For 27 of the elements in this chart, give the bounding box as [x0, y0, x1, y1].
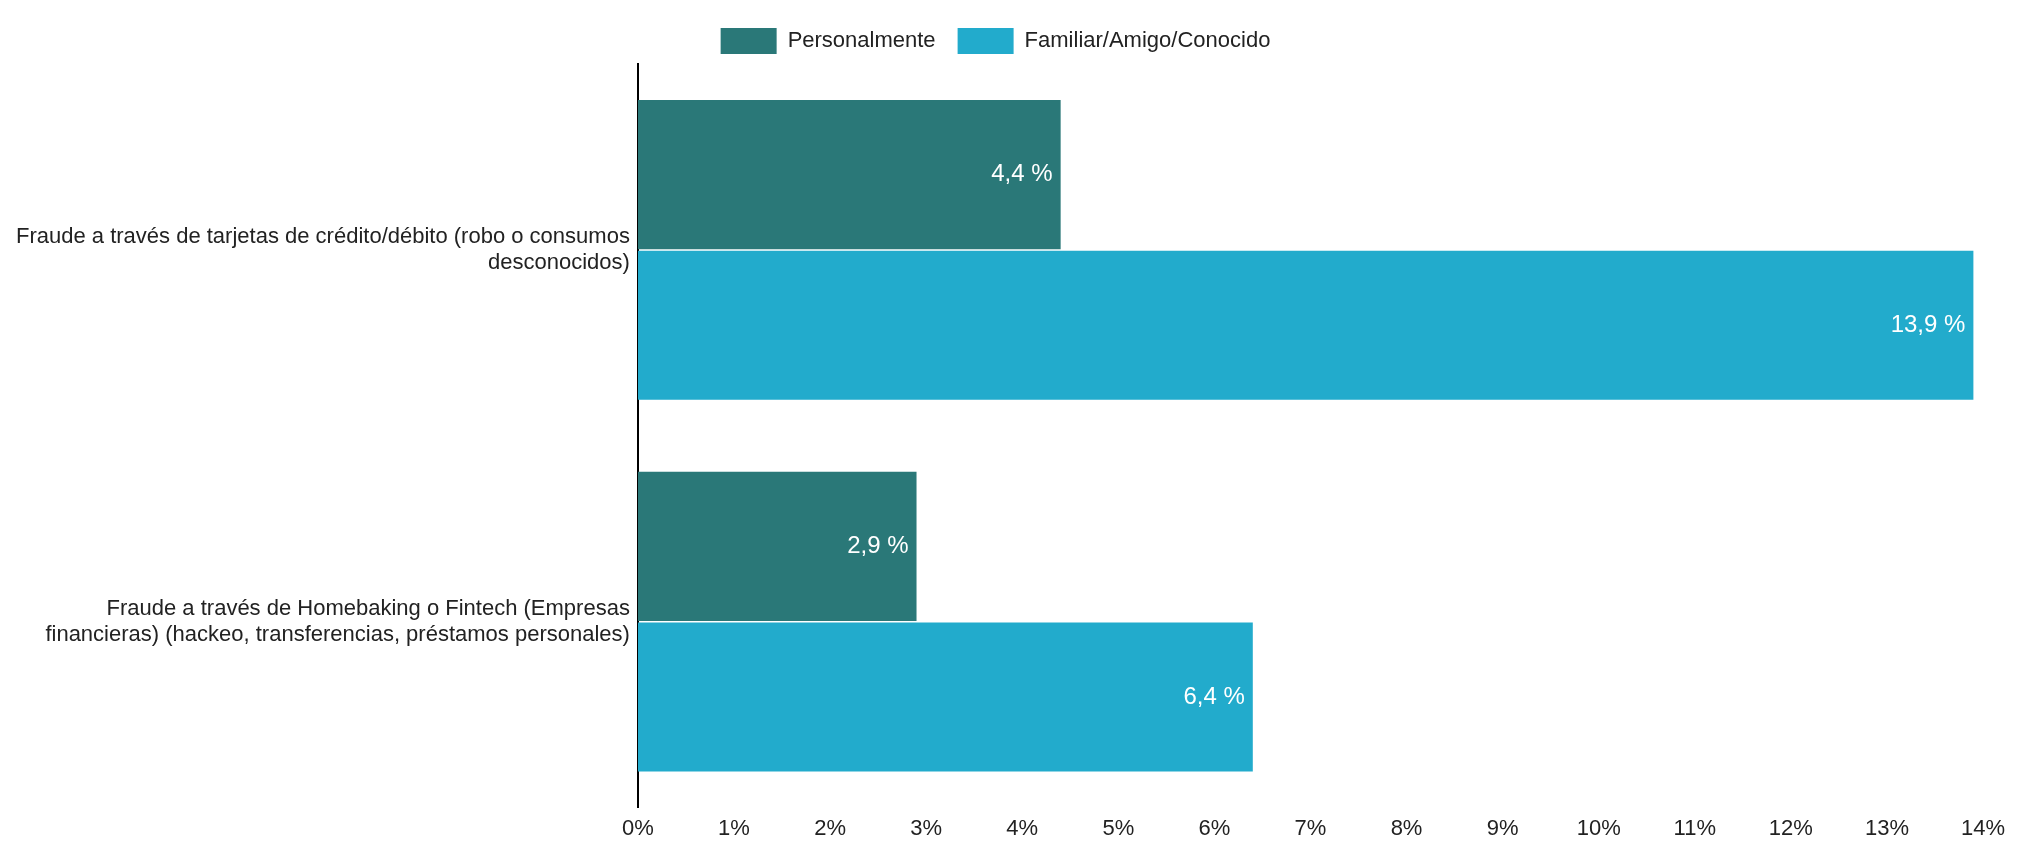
legend-label: Familiar/Amigo/Conocido	[1024, 27, 1271, 53]
x-tick-label: 13%	[1864, 814, 1909, 840]
bar	[637, 471, 917, 621]
data-label: 2,9 %	[847, 531, 909, 559]
x-tick-label: 4%	[1006, 814, 1039, 840]
y-tick-label: Fraude a través de Homebaking o Fintech (Empresas financieras) (hackeo, transferencias, préstamos personales)	[45, 594, 630, 646]
y-tick-label: Fraude a través de tarjetas de crédito/débito (robo o consumos desconocidos)	[15, 222, 630, 275]
data-label: 13,9 %	[1890, 309, 1966, 337]
x-tick-label: 12%	[1768, 814, 1813, 840]
x-tick-label: 5%	[1102, 814, 1135, 840]
x-tick-label: 14%	[1960, 814, 2006, 840]
bar	[637, 622, 1253, 772]
x-tick-label: 11%	[1673, 814, 1716, 840]
bar	[637, 100, 1061, 250]
data-label: 4,4 %	[991, 159, 1053, 187]
legend-label: Personalmente	[787, 27, 936, 53]
x-tick-label: 3%	[910, 814, 943, 840]
x-tick-label: 10%	[1576, 814, 1621, 840]
x-tick-label: 1%	[718, 814, 750, 840]
x-tick-label: 6%	[1198, 814, 1231, 840]
x-tick-label: 9%	[1486, 814, 1519, 840]
x-tick-label: 7%	[1294, 814, 1327, 840]
data-label: 6,4 %	[1183, 681, 1245, 709]
x-tick-label: 0%	[622, 814, 654, 840]
x-tick-label: 8%	[1390, 814, 1423, 840]
bar	[637, 250, 1974, 400]
x-tick-label: 2%	[814, 814, 846, 840]
